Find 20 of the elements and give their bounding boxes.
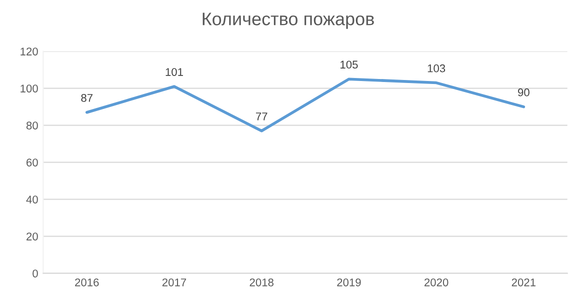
x-tick-label: 2019	[337, 278, 361, 286]
x-tick-label: 2016	[75, 278, 99, 286]
x-tick-label: 2021	[512, 278, 536, 286]
y-tick-label: 20	[26, 232, 38, 240]
data-label: 87	[81, 94, 92, 102]
y-tick-label: 100	[20, 84, 38, 92]
x-tick-label: 2018	[250, 278, 274, 286]
data-label: 101	[166, 68, 183, 76]
y-tick-label: 120	[20, 48, 38, 56]
data-label: 103	[428, 64, 446, 72]
y-tick-label: 40	[26, 196, 38, 204]
y-tick-label: 0	[32, 270, 38, 278]
data-label: 90	[518, 88, 530, 96]
data-label: 77	[256, 112, 268, 120]
x-tick-label: 2020	[424, 278, 448, 286]
x-tick-label: 2017	[162, 278, 186, 286]
y-tick-label: 80	[26, 122, 38, 130]
data-label: 105	[340, 60, 358, 69]
chart-title: Количество пожаров	[202, 12, 374, 29]
y-tick-label: 60	[26, 158, 38, 166]
